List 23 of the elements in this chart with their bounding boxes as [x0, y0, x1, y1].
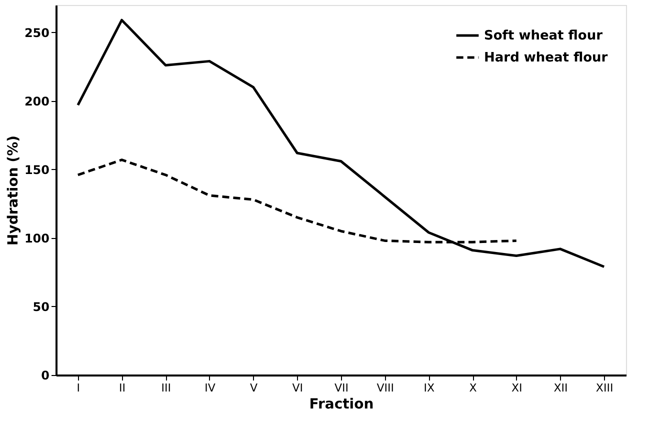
- x-tick-label: VIII: [376, 382, 394, 394]
- y-tick-label: 100: [24, 231, 50, 246]
- legend-label: Soft wheat flour: [484, 28, 604, 44]
- x-tick-label: VI: [292, 382, 304, 394]
- y-tick-label: 0: [41, 368, 50, 382]
- y-tick-label: 250: [24, 26, 50, 40]
- y-axis-title: Hydration (%): [5, 136, 22, 246]
- x-tick-label: I: [76, 382, 80, 394]
- x-tick-label: XI: [511, 382, 522, 394]
- x-tick-label: III: [161, 382, 171, 394]
- x-tick-label: XII: [554, 382, 568, 394]
- x-tick-label: IV: [204, 382, 216, 394]
- y-tick-label: 200: [24, 94, 50, 108]
- x-tick-label: VII: [334, 382, 349, 394]
- x-tick-label: IX: [424, 382, 436, 394]
- x-axis-title: Fraction: [309, 396, 374, 412]
- legend-label: Hard wheat flour: [484, 50, 608, 66]
- x-tick-label: V: [250, 382, 258, 394]
- y-tick-label: 50: [32, 300, 50, 314]
- x-tick-label: XIII: [596, 382, 614, 394]
- x-tick-label: X: [469, 382, 478, 394]
- y-tick-label: 150: [24, 162, 50, 177]
- x-tick-label: II: [119, 382, 126, 394]
